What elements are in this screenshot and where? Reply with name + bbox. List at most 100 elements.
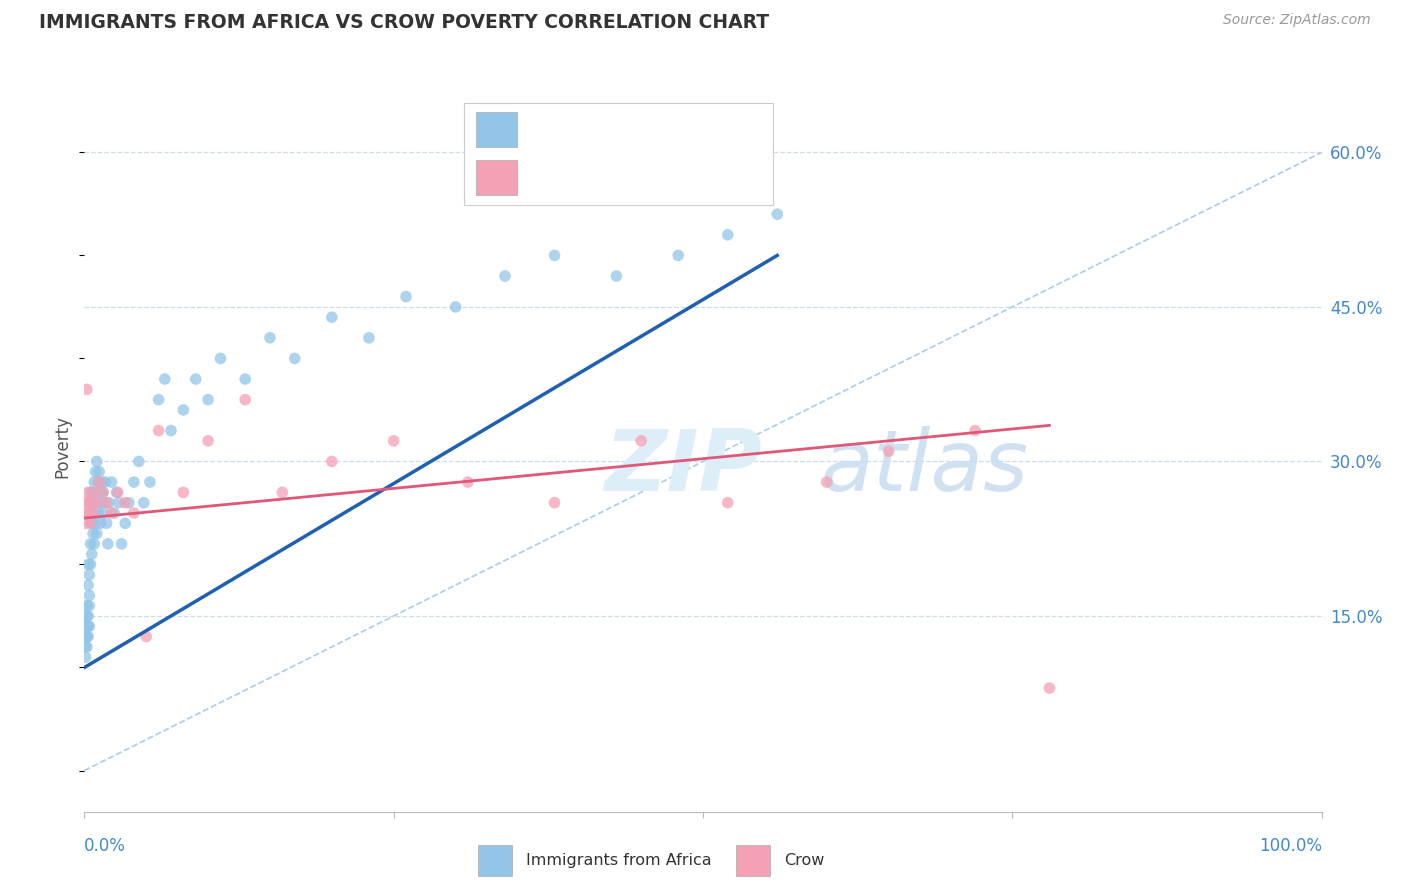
Point <box>89 475 111 489</box>
Point <box>79 506 101 520</box>
Point <box>98 496 121 510</box>
Point <box>82 506 104 520</box>
Point <box>75 630 97 644</box>
Point <box>965 424 987 438</box>
Point <box>75 650 97 665</box>
Text: 0.616: 0.616 <box>578 120 631 138</box>
Point <box>91 506 114 520</box>
Point <box>83 496 105 510</box>
Point <box>90 475 112 489</box>
Point <box>75 516 97 531</box>
FancyBboxPatch shape <box>737 846 770 876</box>
Point <box>80 496 103 510</box>
Point <box>100 475 122 489</box>
Point <box>321 454 343 468</box>
Point <box>83 537 105 551</box>
Text: N =: N = <box>655 168 693 186</box>
Point <box>605 268 627 283</box>
Point <box>395 290 418 304</box>
Point <box>382 434 405 448</box>
Point <box>75 609 97 624</box>
Text: atlas: atlas <box>821 426 1029 509</box>
Text: Source: ZipAtlas.com: Source: ZipAtlas.com <box>1223 13 1371 28</box>
Point <box>77 609 100 624</box>
Point <box>93 496 115 510</box>
Point <box>89 496 111 510</box>
Point <box>91 485 114 500</box>
Point <box>96 496 118 510</box>
Point <box>82 485 104 500</box>
Point <box>79 599 101 613</box>
Text: R =: R = <box>529 168 565 186</box>
Point <box>79 588 101 602</box>
Point <box>148 392 170 407</box>
Point <box>128 454 150 468</box>
Point <box>97 537 120 551</box>
Point <box>79 567 101 582</box>
Point <box>79 558 101 572</box>
Point <box>77 496 100 510</box>
Point <box>172 403 194 417</box>
Point <box>271 485 294 500</box>
Text: 0.304: 0.304 <box>578 168 631 186</box>
Point <box>105 485 128 500</box>
Point <box>79 485 101 500</box>
Point <box>357 331 380 345</box>
FancyBboxPatch shape <box>464 103 773 205</box>
Point <box>160 424 183 438</box>
Point <box>153 372 176 386</box>
Point <box>76 630 98 644</box>
Point <box>233 372 256 386</box>
Point <box>259 331 281 345</box>
Point <box>75 496 97 510</box>
Point <box>86 526 108 541</box>
Point <box>75 619 97 633</box>
Point <box>96 516 118 531</box>
Point <box>76 599 98 613</box>
Point <box>122 506 145 520</box>
Point <box>284 351 307 366</box>
Point <box>114 516 136 531</box>
Point <box>132 496 155 510</box>
Point <box>91 485 114 500</box>
Point <box>457 475 479 489</box>
Point <box>80 496 103 510</box>
Text: ZIP: ZIP <box>605 426 762 509</box>
Point <box>86 454 108 468</box>
Point <box>197 434 219 448</box>
Point <box>135 630 157 644</box>
Point <box>76 630 98 644</box>
Point <box>630 434 652 448</box>
Point <box>76 619 98 633</box>
Point <box>107 485 129 500</box>
Point <box>77 578 100 592</box>
Text: 82: 82 <box>699 120 723 138</box>
Point <box>82 526 104 541</box>
Point <box>76 640 98 654</box>
Point <box>89 485 111 500</box>
Point <box>494 268 516 283</box>
Point <box>89 465 111 479</box>
Text: Immigrants from Africa: Immigrants from Africa <box>526 854 711 868</box>
Point <box>444 300 467 314</box>
Point <box>80 547 103 561</box>
Point <box>114 496 136 510</box>
Text: R =: R = <box>529 120 565 138</box>
Point <box>100 506 122 520</box>
Point <box>233 392 256 407</box>
Point <box>172 485 194 500</box>
Text: 100.0%: 100.0% <box>1258 838 1322 855</box>
Point <box>83 485 105 500</box>
Point <box>110 537 132 551</box>
Point <box>86 496 108 510</box>
Point <box>184 372 207 386</box>
Point <box>76 609 98 624</box>
Point <box>1038 681 1060 695</box>
Point <box>79 506 101 520</box>
Text: N =: N = <box>655 120 693 138</box>
Point <box>76 382 98 396</box>
FancyBboxPatch shape <box>478 846 512 876</box>
Point <box>118 496 141 510</box>
Point <box>197 392 219 407</box>
Point <box>84 516 107 531</box>
